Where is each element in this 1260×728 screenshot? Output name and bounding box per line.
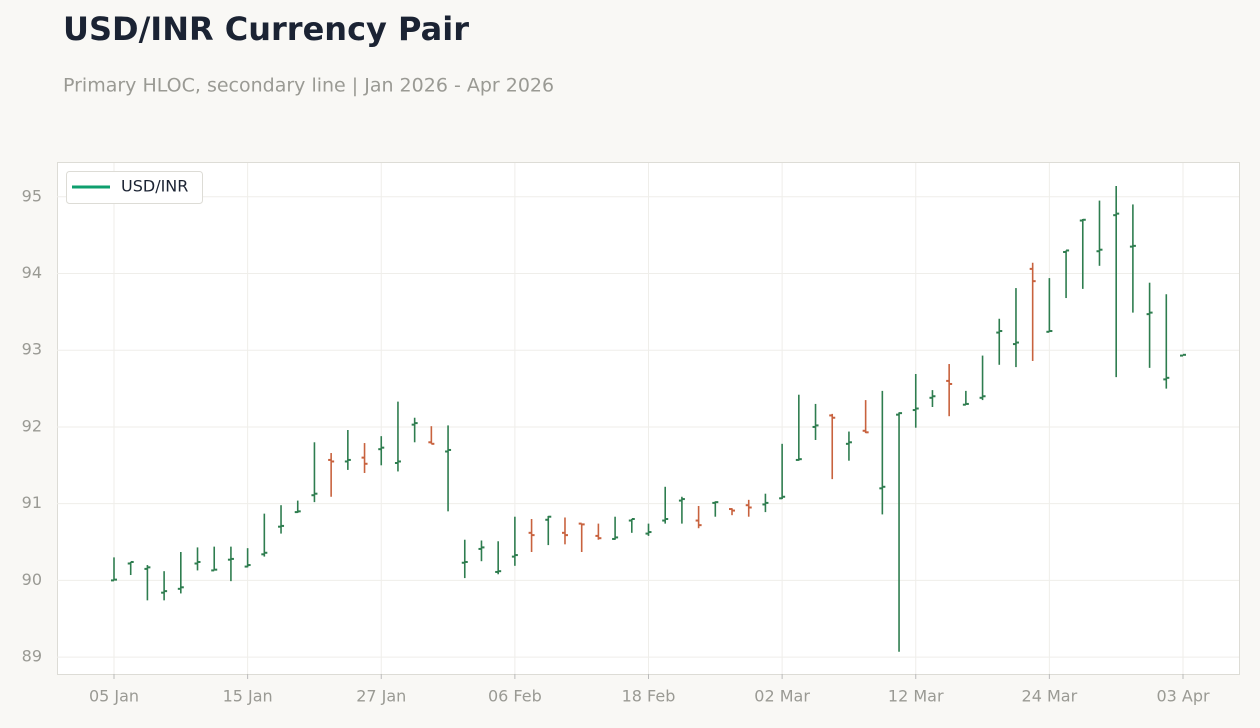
y-tick-label: 93 xyxy=(22,340,42,359)
legend-label: USD/INR xyxy=(121,177,188,196)
legend-box xyxy=(66,171,203,204)
x-tick-label: 06 Feb xyxy=(488,687,542,706)
y-tick-label: 92 xyxy=(22,416,42,435)
chart-title: USD/INR Currency Pair xyxy=(63,10,469,48)
x-tick-label: 24 Mar xyxy=(1022,687,1078,706)
x-tick-label: 12 Mar xyxy=(888,687,944,706)
x-tick-label: 03 Apr xyxy=(1156,687,1210,706)
y-tick-label: 91 xyxy=(22,493,42,512)
x-tick-label: 27 Jan xyxy=(356,687,406,706)
x-tick-label: 05 Jan xyxy=(89,687,139,706)
y-tick-label: 94 xyxy=(22,263,42,282)
y-tick-label: 89 xyxy=(22,647,42,666)
y-tick-label: 90 xyxy=(22,570,42,589)
x-tick-label: 02 Mar xyxy=(754,687,810,706)
x-tick-label: 18 Feb xyxy=(622,687,676,706)
chart-subtitle: Primary HLOC, secondary line | Jan 2026 … xyxy=(63,75,554,97)
y-tick-label: 95 xyxy=(22,186,42,205)
x-tick-label: 15 Jan xyxy=(223,687,273,706)
